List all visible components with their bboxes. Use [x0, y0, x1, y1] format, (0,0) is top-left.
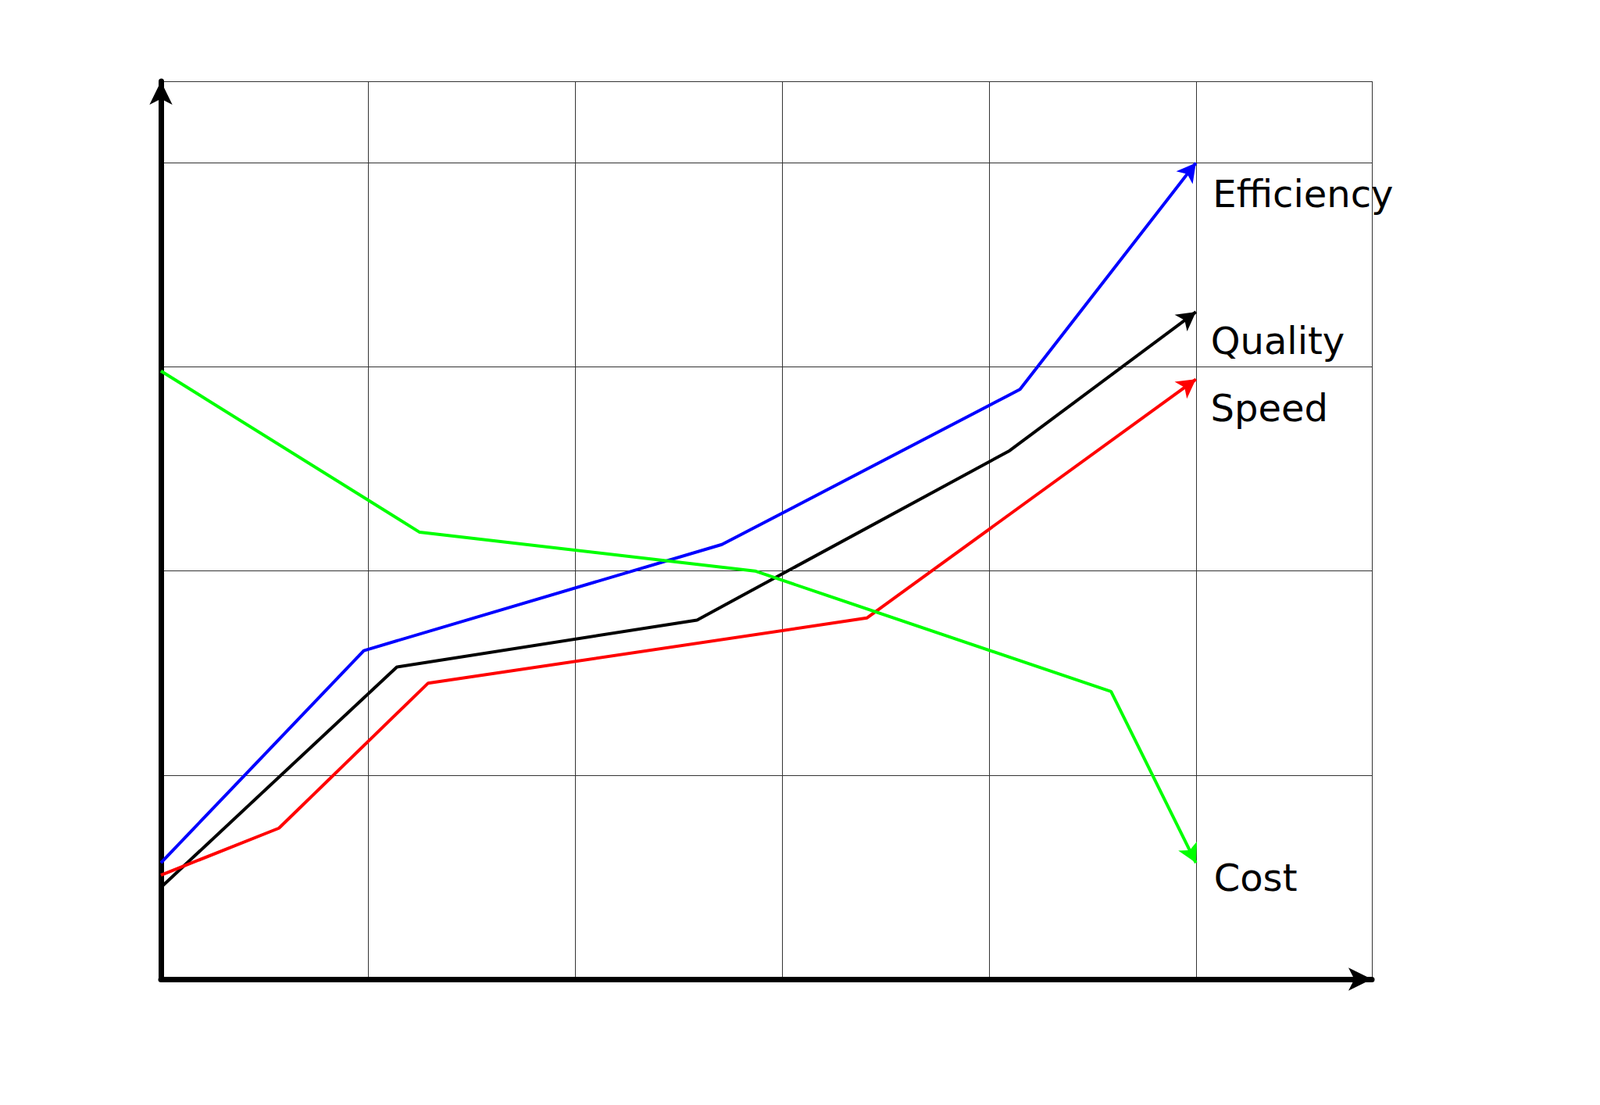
svg-text:Speed: Speed	[1210, 385, 1329, 430]
svg-text:Efficiency: Efficiency	[1212, 171, 1393, 216]
svg-text:Cost: Cost	[1214, 855, 1298, 900]
svg-text:Quality: Quality	[1210, 318, 1346, 363]
